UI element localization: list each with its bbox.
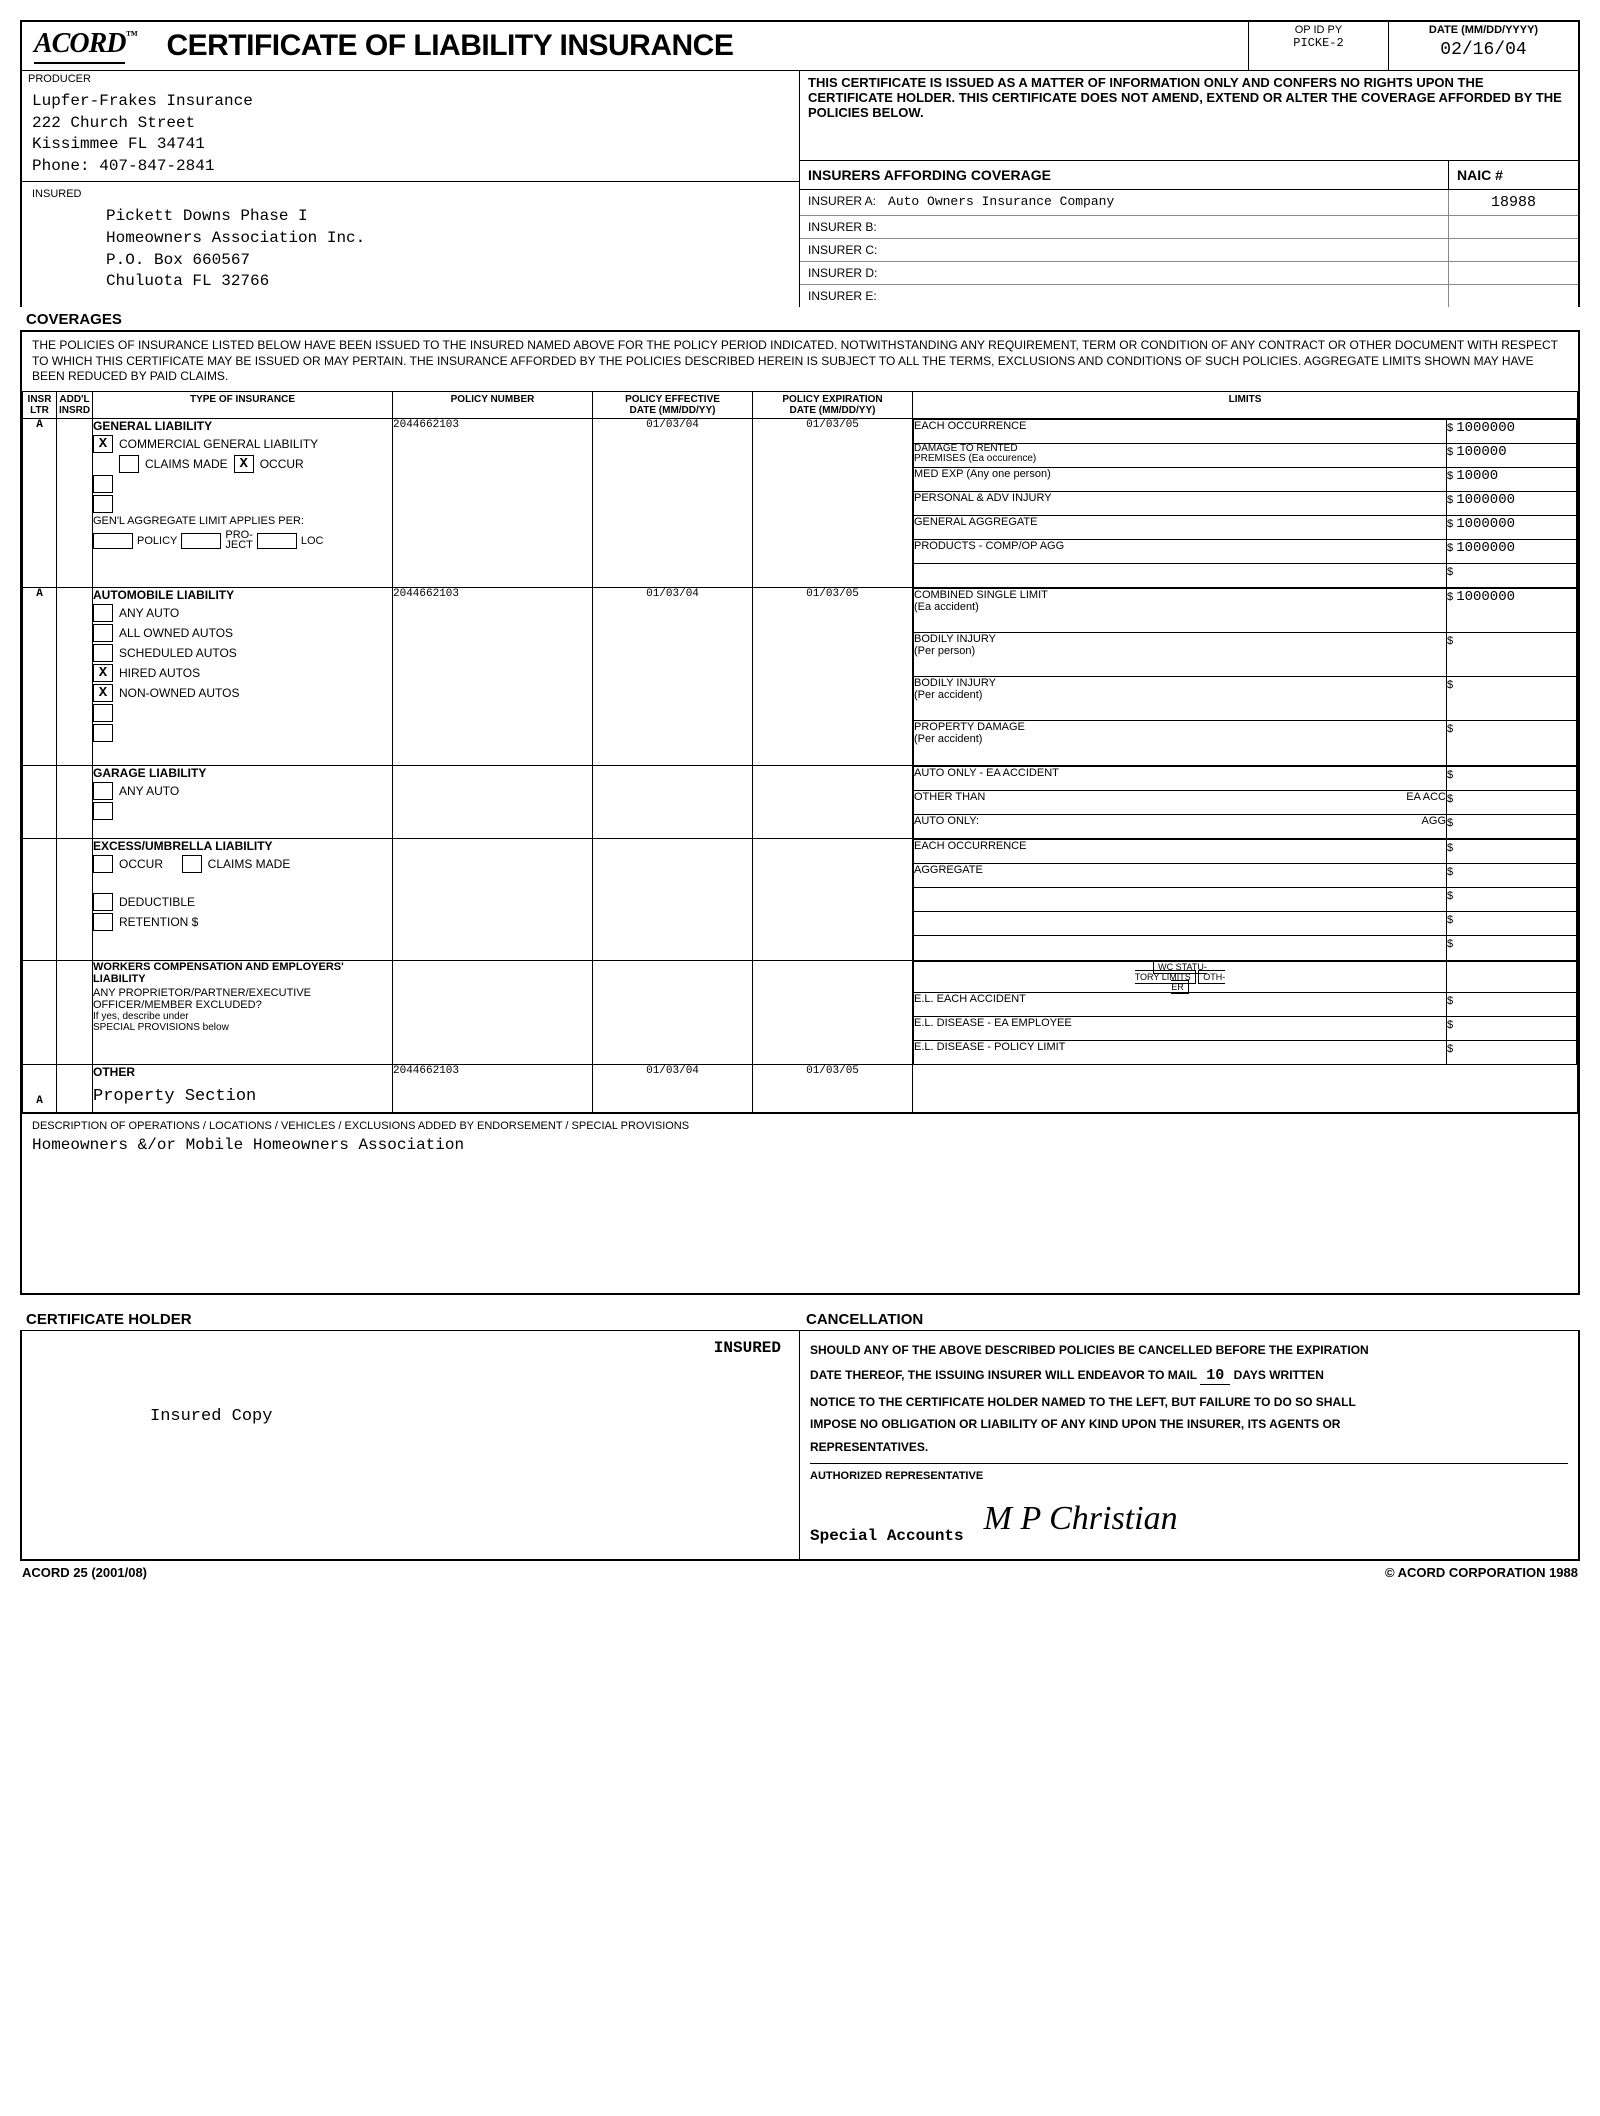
form-footer: ACORD 25 (2001/08) © ACORD CORPORATION 1… — [20, 1561, 1580, 1584]
coverages-box: THE POLICIES OF INSURANCE LISTED BELOW H… — [20, 330, 1580, 1295]
disclaimer-text: THIS CERTIFICATE IS ISSUED AS A MATTER O… — [800, 71, 1578, 161]
checkbox — [93, 475, 113, 493]
coverages-disclaimer: THE POLICIES OF INSURANCE LISTED BELOW H… — [22, 332, 1578, 391]
insurer-row: INSURER A:Auto Owners Insurance Company … — [800, 190, 1578, 216]
checkbox — [93, 624, 113, 642]
col-eff: POLICY EFFECTIVE DATE (MM/DD/YY) — [593, 391, 753, 418]
checkbox: X — [93, 435, 113, 453]
form-title: CERTIFICATE OF LIABILITY INSURANCE — [166, 29, 733, 63]
checkbox — [93, 913, 113, 931]
coverages-table: INSR LTR ADD'L INSRD TYPE OF INSURANCE P… — [22, 391, 1578, 1114]
checkbox — [93, 782, 113, 800]
description-box: DESCRIPTION OF OPERATIONS / LOCATIONS / … — [22, 1113, 1578, 1293]
cancellation-box: SHOULD ANY OF THE ABOVE DESCRIBED POLICI… — [800, 1331, 1578, 1559]
row-auto-liability: A AUTOMOBILE LIABILITY ANY AUTO ALL OWNE… — [23, 588, 1578, 766]
bottom-headers: CERTIFICATE HOLDER CANCELLATION — [20, 1307, 1580, 1330]
col-policy: POLICY NUMBER — [393, 391, 593, 418]
certificate-holder-box: INSURED Insured Copy — [22, 1331, 800, 1559]
producer-box: PRODUCER Lupfer-Frakes Insurance 222 Chu… — [22, 71, 800, 307]
form-header: ACORD™ CERTIFICATE OF LIABILITY INSURANC… — [20, 20, 1580, 70]
row-other: A OTHER Property Section 2044662103 01/0… — [23, 1065, 1578, 1113]
checkbox — [93, 724, 113, 742]
insurer-row: INSURER C: — [800, 239, 1578, 262]
acord-form: ACORD™ CERTIFICATE OF LIABILITY INSURANC… — [20, 20, 1580, 1584]
checkbox: X — [93, 684, 113, 702]
insurer-row: INSURER B: — [800, 216, 1578, 239]
checkbox — [119, 455, 139, 473]
row-general-liability: A GENERAL LIABILITY XCOMMERCIAL GENERAL … — [23, 418, 1578, 588]
col-exp: POLICY EXPIRATION DATE (MM/DD/YY) — [753, 391, 913, 418]
checkbox — [93, 855, 113, 873]
signature: M P Christian — [984, 1487, 1178, 1552]
checkbox — [182, 855, 202, 873]
row-workers-comp: WORKERS COMPENSATION AND EMPLOYERS' LIAB… — [23, 960, 1578, 1065]
checkbox: X — [234, 455, 254, 473]
col-type: TYPE OF INSURANCE — [93, 391, 393, 418]
insured-box: INSURED Pickett Downs Phase I Homeowners… — [22, 181, 799, 300]
checkbox: X — [93, 664, 113, 682]
checkbox — [93, 604, 113, 622]
checkbox — [93, 893, 113, 911]
col-insr-ltr: INSR LTR — [23, 391, 57, 418]
checkbox — [93, 802, 113, 820]
signature-name: Special Accounts — [810, 1521, 964, 1551]
row-excess-liability: EXCESS/UMBRELLA LIABILITY OCCUR CLAIMS M… — [23, 839, 1578, 961]
bottom-box: INSURED Insured Copy SHOULD ANY OF THE A… — [20, 1330, 1580, 1561]
col-limits: LIMITS — [913, 391, 1578, 418]
checkbox — [93, 644, 113, 662]
date-box: DATE (MM/DD/YYYY) 02/16/04 — [1388, 22, 1578, 70]
checkbox — [93, 495, 113, 513]
col-addl: ADD'L INSRD — [57, 391, 93, 418]
insurers-header: INSURERS AFFORDING COVERAGE NAIC # — [800, 161, 1578, 190]
insurer-row: INSURER D: — [800, 262, 1578, 285]
coverages-heading: COVERAGES — [20, 307, 1580, 330]
acord-logo: ACORD™ — [34, 28, 136, 64]
producer-insurer-row: PRODUCER Lupfer-Frakes Insurance 222 Chu… — [20, 70, 1580, 307]
row-garage-liability: GARAGE LIABILITY ANY AUTO AUTO ONLY - EA… — [23, 765, 1578, 839]
insurer-row: INSURER E: — [800, 285, 1578, 307]
op-id-box: OP ID PY PICKE-2 — [1248, 22, 1388, 70]
checkbox — [93, 704, 113, 722]
